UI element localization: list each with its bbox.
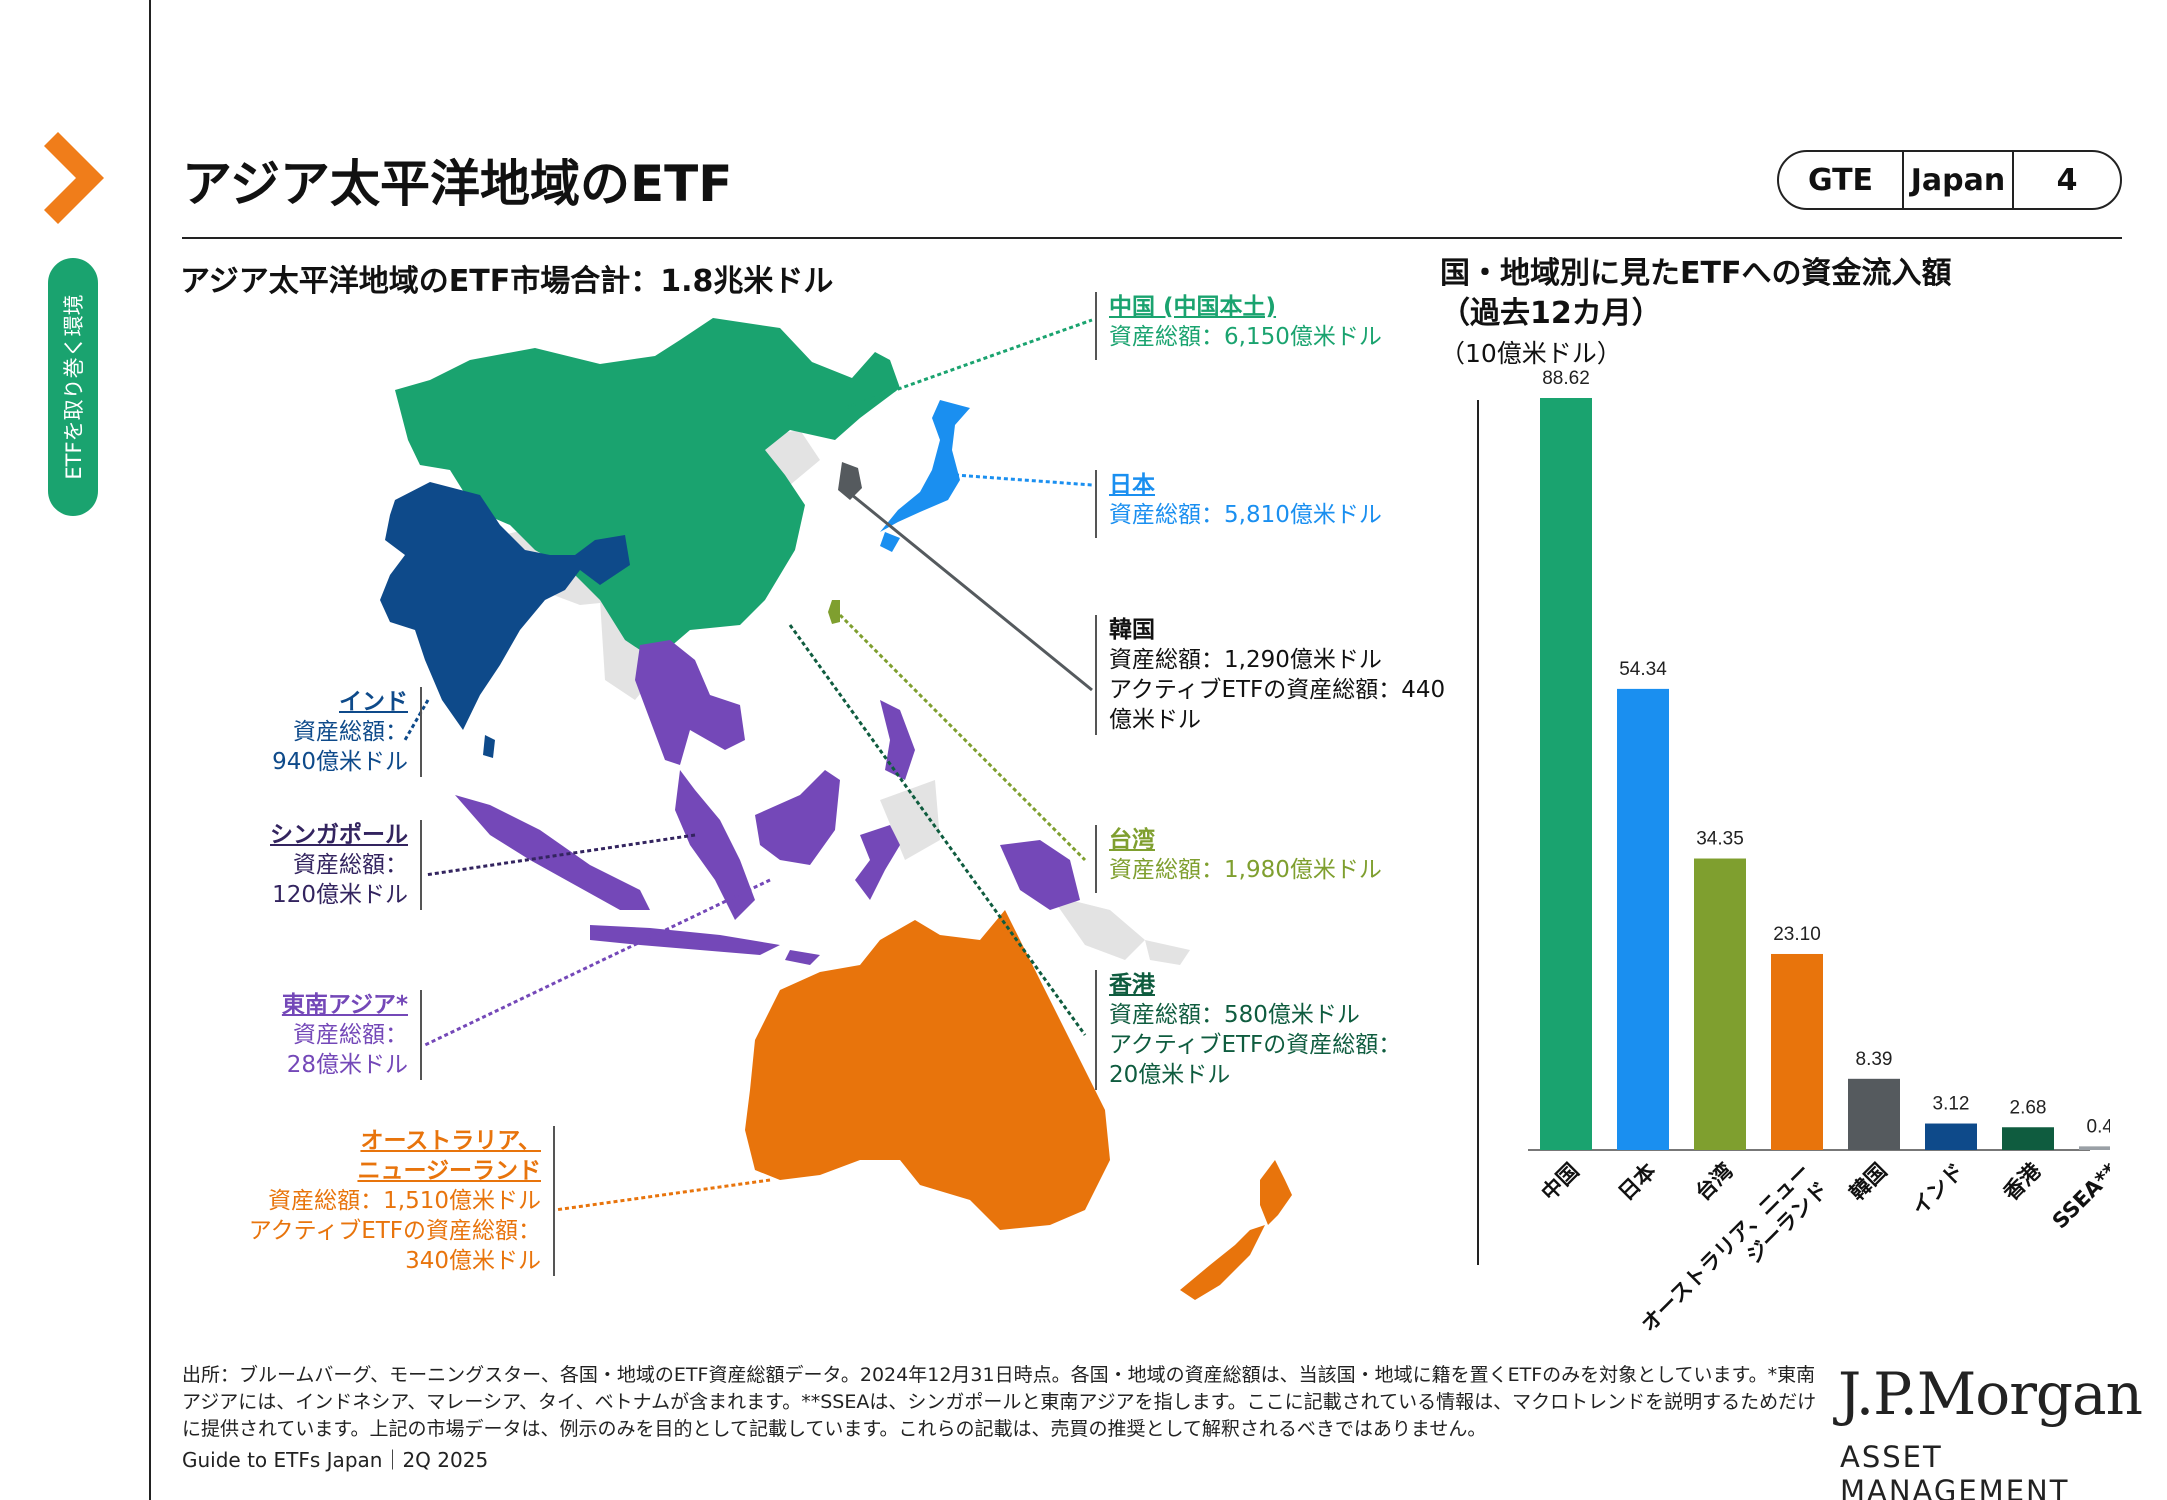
- label-sea-aum-2: 28億米ドル: [286, 1052, 408, 1078]
- bar-1: [1617, 688, 1669, 1150]
- label-korea-name: 韓国: [1109, 617, 1155, 643]
- chart-title-line-2: （過去12カ月）: [1440, 296, 1662, 331]
- page-title: アジア太平洋地域のETF: [182, 155, 733, 213]
- category-label-7: SSEA**: [2048, 1159, 2110, 1234]
- jpmorgan-logo: J.P.Morgan: [1838, 1360, 2143, 1428]
- map-title: アジア太平洋地域のETF市場合計：1.8兆米ドル: [180, 264, 834, 299]
- bar-value-label-7: 0.43: [2087, 1116, 2110, 1137]
- bar-value-label-3: 23.10: [1773, 924, 1821, 945]
- label-china: 中国 (中国本土) 資産総額：6,150億米ドル: [1095, 292, 1382, 360]
- label-singapore-aum-1: 資産総額：: [293, 852, 408, 878]
- title-divider: [182, 237, 2122, 239]
- label-india: インド 資産総額： 940億米ドル: [272, 687, 422, 777]
- label-hongkong-active-2: 20億米ドル: [1109, 1062, 1231, 1088]
- label-india-aum-2: 940億米ドル: [272, 749, 408, 775]
- label-taiwan-aum: 資産総額：1,980億米ドル: [1109, 857, 1382, 883]
- label-sea-aum-1: 資産総額：: [293, 1022, 408, 1048]
- label-korea: 韓国 資産総額：1,290億米ドル アクティブETFの資産総額：440 億米ドル: [1095, 615, 1445, 735]
- category-label-1: 日本: [1614, 1159, 1661, 1206]
- label-hongkong: 香港 資産総額：580億米ドル アクティブETFの資産総額： 20億米ドル: [1095, 970, 1401, 1090]
- inflows-bar-chart: 88.62 中国 54.34 日本 34.35 台湾 23.10 オーストラリア、ニュージーラ…: [1477, 368, 2110, 1340]
- label-india-aum-1: 資産総額：: [293, 719, 408, 745]
- label-india-name: インド: [339, 689, 408, 715]
- category-label-6: 香港: [1999, 1158, 2046, 1205]
- section-tab-label: ETFを取り巻く環境: [62, 294, 86, 480]
- label-japan-name: 日本: [1109, 472, 1155, 498]
- chart-title: 国・地域別に見たETFへの資金流入額 （過去12カ月）: [1440, 254, 1951, 334]
- category-label-5: インド: [1907, 1159, 1969, 1221]
- map-southeast-asia: [455, 640, 1080, 965]
- label-taiwan: 台湾 資産総額：1,980億米ドル: [1095, 825, 1382, 893]
- label-sea-name: 東南アジア*: [281, 992, 408, 1018]
- label-singapore: シンガポール 資産総額： 120億米ドル: [270, 820, 422, 910]
- label-anz-aum: 資産総額：1,510億米ドル: [268, 1188, 541, 1214]
- label-anz-active: アクティブETFの資産総額：: [248, 1218, 541, 1244]
- footnote: 出所：ブルームバーグ、モーニングスター、各国・地域のETF資産総額データ。202…: [182, 1364, 1817, 1440]
- bar-0: [1540, 398, 1592, 1150]
- label-japan: 日本 資産総額：5,810億米ドル: [1095, 470, 1382, 538]
- bar-2: [1694, 858, 1746, 1150]
- asia-pacific-map: [380, 318, 1292, 1300]
- category-label-4: 韓国: [1845, 1159, 1892, 1206]
- bar-value-label-1: 54.34: [1619, 659, 1667, 680]
- label-hongkong-name: 香港: [1109, 972, 1155, 998]
- bar-value-label-2: 34.35: [1696, 829, 1744, 850]
- chart-unit: （10億米ドル）: [1440, 339, 1622, 368]
- label-anz-name-2: ニュージーランド: [357, 1158, 541, 1184]
- footer-source: Guide to ETFs Japan｜2Q 2025: [182, 1448, 489, 1472]
- badge-region: Japan: [1904, 152, 2014, 208]
- label-southeast-asia: 東南アジア* 資産総額： 28億米ドル: [282, 990, 422, 1080]
- label-china-aum: 資産総額：6,150億米ドル: [1109, 324, 1382, 350]
- bar-7: [2079, 1146, 2110, 1150]
- label-korea-aum: 資産総額：1,290億米ドル: [1109, 647, 1382, 673]
- label-japan-aum: 資産総額：5,810億米ドル: [1109, 502, 1382, 528]
- label-korea-active: アクティブETFの資産総額：440: [1109, 677, 1446, 703]
- bar-value-label-6: 2.68: [2010, 1097, 2047, 1118]
- chevron-right-icon: [44, 132, 104, 224]
- label-china-name: 中国 (中国本土): [1109, 294, 1277, 320]
- label-korea-active-2: 億米ドル: [1109, 707, 1201, 733]
- category-label-3: オーストラリア、ニュージーランド: [1636, 1159, 1832, 1340]
- map-taiwan: [828, 600, 840, 624]
- map-india: [380, 482, 630, 730]
- badge-section: GTE: [1779, 152, 1904, 208]
- bar-value-label-4: 8.39: [1856, 1049, 1893, 1070]
- bar-6: [2002, 1127, 2054, 1150]
- left-rule: [149, 0, 151, 1500]
- badge-page-number: 4: [2056, 162, 2078, 198]
- label-hongkong-active: アクティブETFの資産総額：: [1109, 1032, 1402, 1058]
- map-new-zealand: [1260, 1160, 1292, 1225]
- bar-3: [1771, 953, 1823, 1150]
- map-china: [395, 318, 900, 660]
- map-australia: [745, 910, 1110, 1230]
- bar-4: [1848, 1078, 1900, 1150]
- chart-title-line-1: 国・地域別に見たETFへの資金流入額: [1440, 256, 1952, 291]
- label-anz-active-2: 340億米ドル: [405, 1248, 541, 1274]
- label-hongkong-aum: 資産総額：580億米ドル: [1109, 1002, 1360, 1028]
- label-singapore-name: シンガポール: [270, 822, 408, 848]
- map-japan: [880, 400, 970, 532]
- page-badge: GTE Japan 4: [1777, 150, 2122, 210]
- bar-value-label-0: 88.62: [1542, 368, 1590, 389]
- label-taiwan-name: 台湾: [1109, 827, 1155, 853]
- bar-5: [1925, 1123, 1977, 1150]
- label-anz-name-1: オーストラリア、: [360, 1128, 541, 1154]
- category-label-2: 台湾: [1691, 1159, 1738, 1206]
- label-singapore-aum-2: 120億米ドル: [272, 882, 408, 908]
- bar-value-label-5: 3.12: [1933, 1094, 1970, 1115]
- label-australia-nz: オーストラリア、 ニュージーランド 資産総額：1,510億米ドル アクティブET…: [249, 1126, 555, 1276]
- category-label-0: 中国: [1537, 1159, 1584, 1206]
- map-korea: [838, 462, 862, 500]
- section-tab[interactable]: ETFを取り巻く環境: [48, 258, 98, 516]
- logo-subtitle: ASSET MANAGEMENT: [1840, 1440, 2070, 1500]
